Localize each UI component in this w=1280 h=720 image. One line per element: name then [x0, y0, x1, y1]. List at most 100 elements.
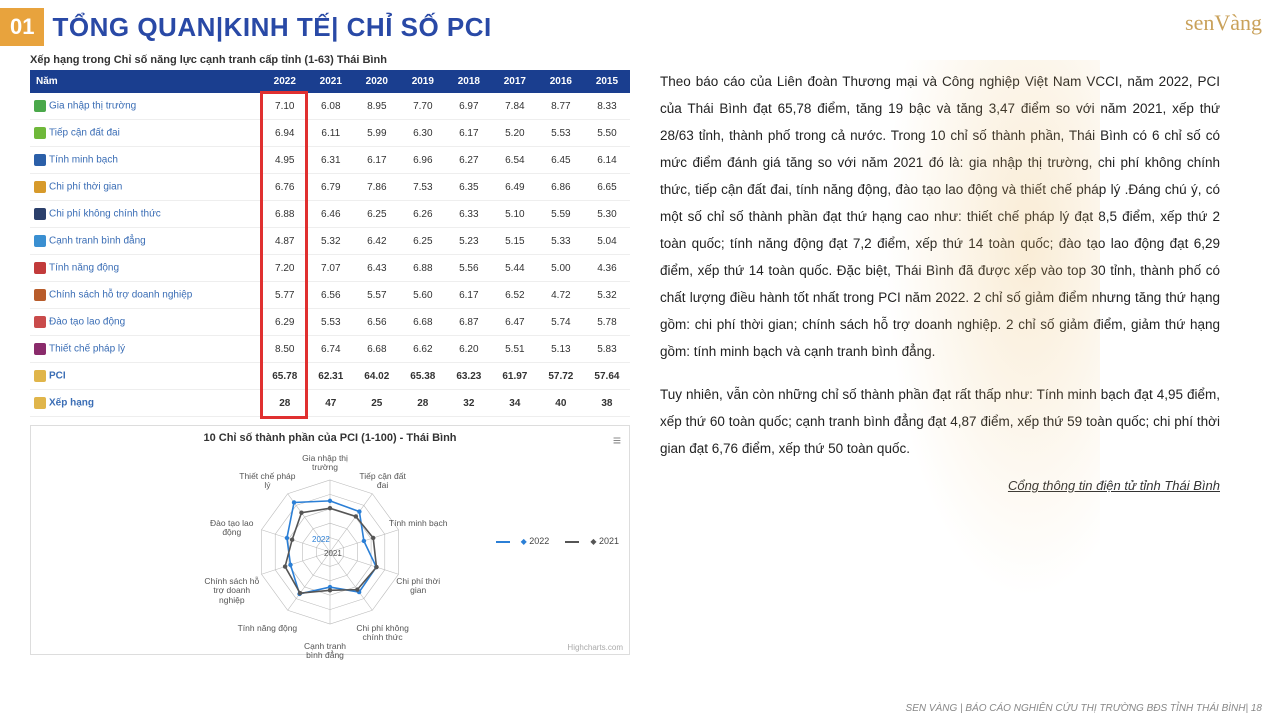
- table-cell: 5.74: [538, 309, 584, 336]
- table-cell: 4.72: [538, 282, 584, 309]
- table-row: Xếp hạng2847252832344038: [30, 390, 630, 417]
- table-cell: 5.57: [354, 282, 400, 309]
- table-cell: 5.13: [538, 336, 584, 363]
- legend-item: ◆ 2021: [557, 536, 619, 546]
- row-icon: [34, 127, 46, 139]
- table-cell: 5.53: [308, 309, 354, 336]
- row-icon: [34, 100, 46, 112]
- radar-chart: 10 Chỉ số thành phần của PCI (1-100) - T…: [30, 425, 630, 655]
- table-cell: 6.25: [354, 201, 400, 228]
- source-citation: Cổng thông tin điện tử tỉnh Thái Bình: [660, 478, 1220, 493]
- row-label: Gia nhập thị trường: [49, 101, 136, 112]
- table-cell: 6.54: [492, 147, 538, 174]
- table-cell: 5.44: [492, 255, 538, 282]
- table-cell: 5.15: [492, 228, 538, 255]
- table-cell: 7.07: [308, 255, 354, 282]
- svg-text:2022: 2022: [312, 535, 330, 544]
- table-cell: 6.79: [308, 174, 354, 201]
- table-cell: 5.60: [400, 282, 446, 309]
- table-cell: 6.86: [538, 174, 584, 201]
- row-label: Chính sách hỗ trợ doanh nghiệp: [49, 290, 192, 301]
- table-cell: 62.31: [308, 363, 354, 390]
- table-cell: 6.29: [262, 309, 308, 336]
- table-cell: 6.52: [492, 282, 538, 309]
- table-cell: 5.32: [584, 282, 630, 309]
- right-column: Theo báo cáo của Liên đoàn Thương mại và…: [660, 54, 1220, 655]
- row-label: Cạnh tranh bình đẳng: [49, 236, 146, 247]
- row-icon: [34, 343, 46, 355]
- table-row: Đào tạo lao động6.295.536.566.686.876.47…: [30, 309, 630, 336]
- row-icon: [34, 316, 46, 328]
- table-cell: 7.10: [262, 93, 308, 120]
- col-header: 2017: [492, 70, 538, 93]
- table-cell: 4.87: [262, 228, 308, 255]
- table-cell: 5.33: [538, 228, 584, 255]
- table-cell: 32: [446, 390, 492, 417]
- table-cell: 6.45: [538, 147, 584, 174]
- table-cell: 6.11: [308, 120, 354, 147]
- chart-credit: Highcharts.com: [567, 643, 623, 652]
- table-cell: 6.88: [400, 255, 446, 282]
- table-cell: 5.99: [354, 120, 400, 147]
- table-cell: 64.02: [354, 363, 400, 390]
- body-paragraph: Theo báo cáo của Liên đoàn Thương mại và…: [660, 68, 1220, 365]
- table-cell: 65.38: [400, 363, 446, 390]
- table-cell: 6.94: [262, 120, 308, 147]
- table-cell: 40: [538, 390, 584, 417]
- row-icon: [34, 397, 46, 409]
- row-icon: [34, 370, 46, 382]
- table-cell: 6.68: [354, 336, 400, 363]
- col-header: 2021: [308, 70, 354, 93]
- radar-axis-label: Thiết chế pháp lý: [237, 472, 297, 491]
- table-cell: 6.17: [354, 147, 400, 174]
- table-row: Tính năng động7.207.076.436.885.565.445.…: [30, 255, 630, 282]
- row-icon: [34, 208, 46, 220]
- table-cell: 6.47: [492, 309, 538, 336]
- row-label: PCI: [49, 371, 66, 382]
- table-cell: 5.53: [538, 120, 584, 147]
- table-row: PCI65.7862.3164.0265.3863.2361.9757.7257…: [30, 363, 630, 390]
- table-cell: 5.51: [492, 336, 538, 363]
- section-number: 01: [0, 8, 44, 46]
- table-cell: 7.84: [492, 93, 538, 120]
- table-row: Chi phí thời gian6.766.797.867.536.356.4…: [30, 174, 630, 201]
- table-cell: 5.83: [584, 336, 630, 363]
- table-row: Chính sách hỗ trợ doanh nghiệp5.776.565.…: [30, 282, 630, 309]
- radar-axis-label: Cạnh tranh bình đẳng: [295, 642, 355, 661]
- row-icon: [34, 262, 46, 274]
- table-cell: 61.97: [492, 363, 538, 390]
- radar-title: 10 Chỉ số thành phần của PCI (1-100) - T…: [35, 432, 625, 444]
- table-cell: 5.23: [446, 228, 492, 255]
- table-row: Cạnh tranh bình đẳng4.875.326.426.255.23…: [30, 228, 630, 255]
- row-label: Chi phí thời gian: [49, 182, 122, 193]
- table-cell: 6.31: [308, 147, 354, 174]
- row-label: Tiếp cận đất đai: [49, 128, 120, 139]
- table-cell: 7.86: [354, 174, 400, 201]
- table-cell: 6.17: [446, 282, 492, 309]
- table-cell: 6.88: [262, 201, 308, 228]
- table-cell: 6.87: [446, 309, 492, 336]
- table-row: Tiếp cận đất đai6.946.115.996.306.175.20…: [30, 120, 630, 147]
- radar-axis-label: Chi phí thời gian: [388, 577, 448, 596]
- table-title: Xếp hạng trong Chỉ số năng lực cạnh tran…: [30, 54, 630, 66]
- table-cell: 6.20: [446, 336, 492, 363]
- table-cell: 6.25: [400, 228, 446, 255]
- table-cell: 6.26: [400, 201, 446, 228]
- table-cell: 63.23: [446, 363, 492, 390]
- table-cell: 8.77: [538, 93, 584, 120]
- table-cell: 6.43: [354, 255, 400, 282]
- table-cell: 6.97: [446, 93, 492, 120]
- legend-item: ◆ 2022: [488, 536, 550, 546]
- table-cell: 6.56: [354, 309, 400, 336]
- table-cell: 6.33: [446, 201, 492, 228]
- menu-icon[interactable]: ≡: [613, 432, 621, 448]
- table-row: Tính minh bạch4.956.316.176.966.276.546.…: [30, 147, 630, 174]
- table-cell: 5.10: [492, 201, 538, 228]
- row-label: Đào tạo lao động: [49, 317, 125, 328]
- radar-axis-label: Tính năng động: [237, 624, 297, 633]
- table-cell: 57.64: [584, 363, 630, 390]
- table-cell: 28: [400, 390, 446, 417]
- table-cell: 5.56: [446, 255, 492, 282]
- table-cell: 5.78: [584, 309, 630, 336]
- radar-legend: ◆ 2022 ◆ 2021: [480, 536, 619, 546]
